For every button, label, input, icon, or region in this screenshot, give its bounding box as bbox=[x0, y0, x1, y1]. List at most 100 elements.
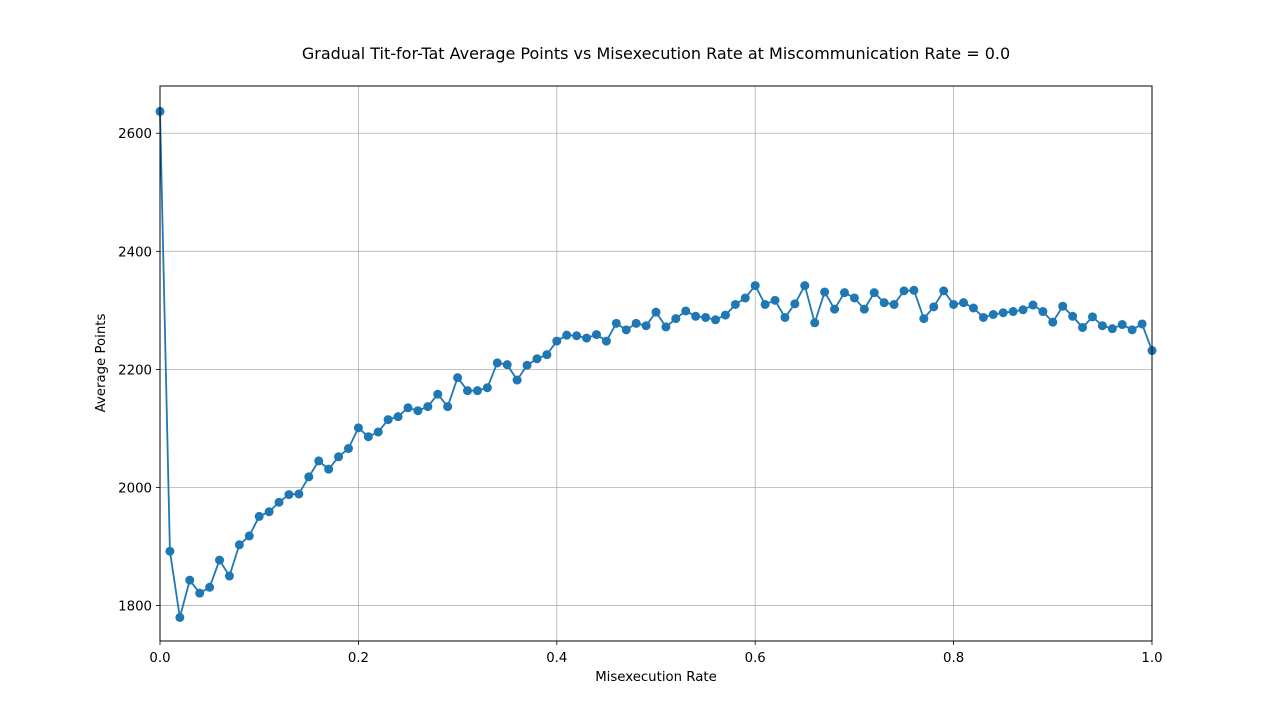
data-point bbox=[621, 325, 631, 335]
data-point bbox=[899, 286, 909, 296]
data-point bbox=[363, 432, 373, 442]
data-point bbox=[343, 444, 353, 454]
data-point bbox=[393, 412, 403, 422]
data-point bbox=[919, 314, 929, 324]
data-point bbox=[1137, 319, 1147, 329]
y-tick-label: 1800 bbox=[118, 600, 152, 615]
data-point bbox=[1078, 322, 1088, 332]
x-tick-label: 0.4 bbox=[546, 651, 567, 666]
data-point bbox=[949, 299, 959, 309]
series-line-group bbox=[155, 106, 1157, 622]
data-point bbox=[968, 303, 978, 313]
data-point bbox=[562, 330, 572, 340]
data-point bbox=[353, 423, 363, 433]
data-point bbox=[701, 312, 711, 322]
data-point bbox=[939, 286, 949, 296]
chart-title: Gradual Tit-for-Tat Average Points vs Mi… bbox=[302, 44, 1010, 63]
y-tick-label: 2000 bbox=[118, 481, 152, 496]
data-point bbox=[274, 497, 284, 507]
data-point bbox=[1097, 321, 1107, 331]
data-point bbox=[334, 452, 344, 462]
data-point bbox=[1038, 307, 1048, 317]
data-point bbox=[839, 288, 849, 298]
data-point bbox=[720, 310, 730, 320]
data-point bbox=[611, 318, 621, 328]
data-point bbox=[1058, 301, 1068, 311]
data-point bbox=[780, 312, 790, 322]
data-point bbox=[810, 318, 820, 328]
data-point bbox=[730, 299, 740, 309]
data-point bbox=[264, 507, 274, 517]
data-point bbox=[482, 383, 492, 393]
data-point bbox=[750, 281, 760, 291]
data-point bbox=[790, 299, 800, 309]
data-point bbox=[572, 331, 582, 341]
data-point bbox=[175, 612, 185, 622]
data-point bbox=[234, 540, 244, 550]
data-point bbox=[373, 427, 383, 437]
data-point bbox=[433, 389, 443, 399]
data-point bbox=[314, 456, 324, 466]
data-point bbox=[631, 318, 641, 328]
axis-ticks: 0.0 0.2 0.4 0.6 0.8 1.0 1800 2000 2200 2400 2600 bbox=[118, 127, 1162, 666]
data-point bbox=[859, 304, 869, 314]
grid bbox=[159, 86, 1153, 641]
data-point bbox=[760, 299, 770, 309]
y-tick-label: 2200 bbox=[118, 363, 152, 378]
data-point bbox=[423, 402, 433, 412]
data-point bbox=[582, 333, 592, 343]
data-point bbox=[453, 373, 463, 383]
data-point bbox=[224, 571, 234, 581]
data-point bbox=[601, 336, 611, 346]
data-point bbox=[830, 304, 840, 314]
data-point bbox=[849, 293, 859, 303]
data-point bbox=[195, 588, 205, 598]
data-point bbox=[1018, 305, 1028, 315]
data-point bbox=[800, 281, 810, 291]
data-point bbox=[998, 308, 1008, 318]
data-point bbox=[215, 555, 225, 565]
data-point bbox=[879, 298, 889, 308]
data-point bbox=[591, 330, 601, 340]
data-point bbox=[492, 358, 502, 368]
data-point bbox=[671, 314, 681, 324]
data-point bbox=[403, 403, 413, 413]
data-point bbox=[463, 386, 473, 396]
data-point bbox=[641, 321, 651, 331]
data-point bbox=[740, 293, 750, 303]
data-point bbox=[691, 311, 701, 321]
data-point bbox=[978, 312, 988, 322]
data-point bbox=[512, 375, 522, 385]
data-point bbox=[522, 360, 532, 370]
data-point bbox=[681, 306, 691, 316]
y-axis-label: Average Points bbox=[94, 314, 109, 413]
data-point bbox=[661, 322, 671, 332]
data-point bbox=[1117, 320, 1127, 330]
x-tick-label: 0.6 bbox=[745, 651, 766, 666]
data-point bbox=[1127, 325, 1137, 335]
data-point bbox=[284, 490, 294, 500]
y-tick-label: 2400 bbox=[118, 245, 152, 260]
data-point bbox=[552, 336, 562, 346]
data-point bbox=[909, 285, 919, 295]
data-point bbox=[1068, 311, 1078, 321]
y-tick-label: 2600 bbox=[118, 127, 152, 142]
series-line bbox=[159, 111, 1153, 619]
data-point bbox=[1048, 317, 1058, 327]
data-point bbox=[443, 402, 453, 412]
data-point bbox=[304, 472, 314, 482]
data-point bbox=[889, 299, 899, 309]
data-point bbox=[1008, 307, 1018, 317]
data-point bbox=[1028, 300, 1038, 310]
x-tick-label: 0.2 bbox=[348, 651, 369, 666]
x-tick-label: 0.0 bbox=[149, 651, 170, 666]
data-point bbox=[959, 298, 969, 308]
data-point bbox=[413, 406, 423, 416]
data-point bbox=[244, 531, 254, 541]
data-point bbox=[294, 489, 304, 499]
data-point bbox=[869, 288, 879, 298]
data-point bbox=[1087, 312, 1097, 322]
data-point bbox=[502, 360, 512, 370]
x-axis-label: Misexecution Rate bbox=[595, 670, 717, 685]
